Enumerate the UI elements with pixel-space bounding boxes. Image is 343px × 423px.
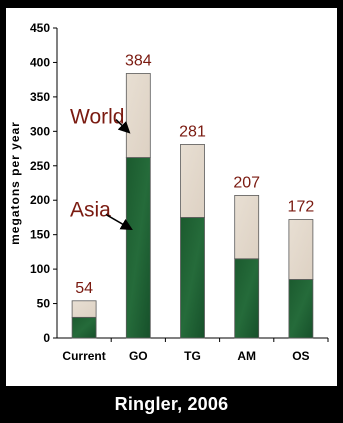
source-caption: Ringler, 2006 — [114, 394, 229, 414]
chart-panel: 0 50 100 150 200 250 300 350 400 450 megatons per … — [6, 8, 337, 386]
y-tick-label: 100 — [30, 262, 50, 276]
labels: Current 54 GO 384 TG 281 AM 207 OS 172 World Asia — [62, 52, 314, 363]
y-axis-title: megatons per year — [8, 121, 22, 245]
annotation-asia: Asia — [70, 199, 111, 222]
y-tick-label: 0 — [43, 331, 50, 345]
y-tick-label: 450 — [30, 21, 50, 35]
x-tick-label: TG — [184, 349, 201, 363]
y-tick-label: 300 — [30, 124, 50, 138]
y-tick-label: 150 — [30, 228, 50, 242]
x-tick-label: GO — [129, 349, 148, 363]
bar-total-label: 172 — [288, 199, 315, 216]
y-tick-label: 400 — [30, 55, 50, 69]
x-tick-label: AM — [237, 349, 256, 363]
bar-total-label: 207 — [233, 174, 260, 191]
bar-asia — [71, 316, 97, 339]
x-tick-label: OS — [292, 349, 309, 363]
annotation-world-arrow — [115, 119, 131, 134]
bars — [71, 73, 314, 339]
stacked-bar-chart: 0 50 100 150 200 250 300 350 400 450 megatons per … — [8, 21, 329, 363]
bar-asia — [288, 279, 314, 339]
bar-total-label: 281 — [179, 123, 206, 140]
bar-world — [125, 73, 151, 158]
x-tick-label: Current — [62, 349, 105, 363]
bar-asia — [234, 258, 260, 339]
y-tick-label: 200 — [30, 193, 50, 207]
bar-world — [180, 144, 205, 218]
bar-world — [71, 300, 97, 318]
y-tick-label: 350 — [30, 90, 50, 104]
y-tick-label: 250 — [30, 159, 50, 173]
bar-world — [234, 194, 260, 260]
bar-world — [288, 219, 314, 280]
bar-total-label: 384 — [125, 52, 152, 69]
annotation-asia-arrow — [105, 213, 133, 231]
y-tick-label: 50 — [37, 297, 51, 311]
axes: 0 50 100 150 200 250 300 350 400 450 megatons per … — [8, 21, 329, 345]
bar-asia — [180, 217, 205, 339]
bar-asia — [125, 157, 151, 339]
bar-total-label: 54 — [75, 280, 93, 297]
annotation-world: World — [70, 106, 124, 129]
